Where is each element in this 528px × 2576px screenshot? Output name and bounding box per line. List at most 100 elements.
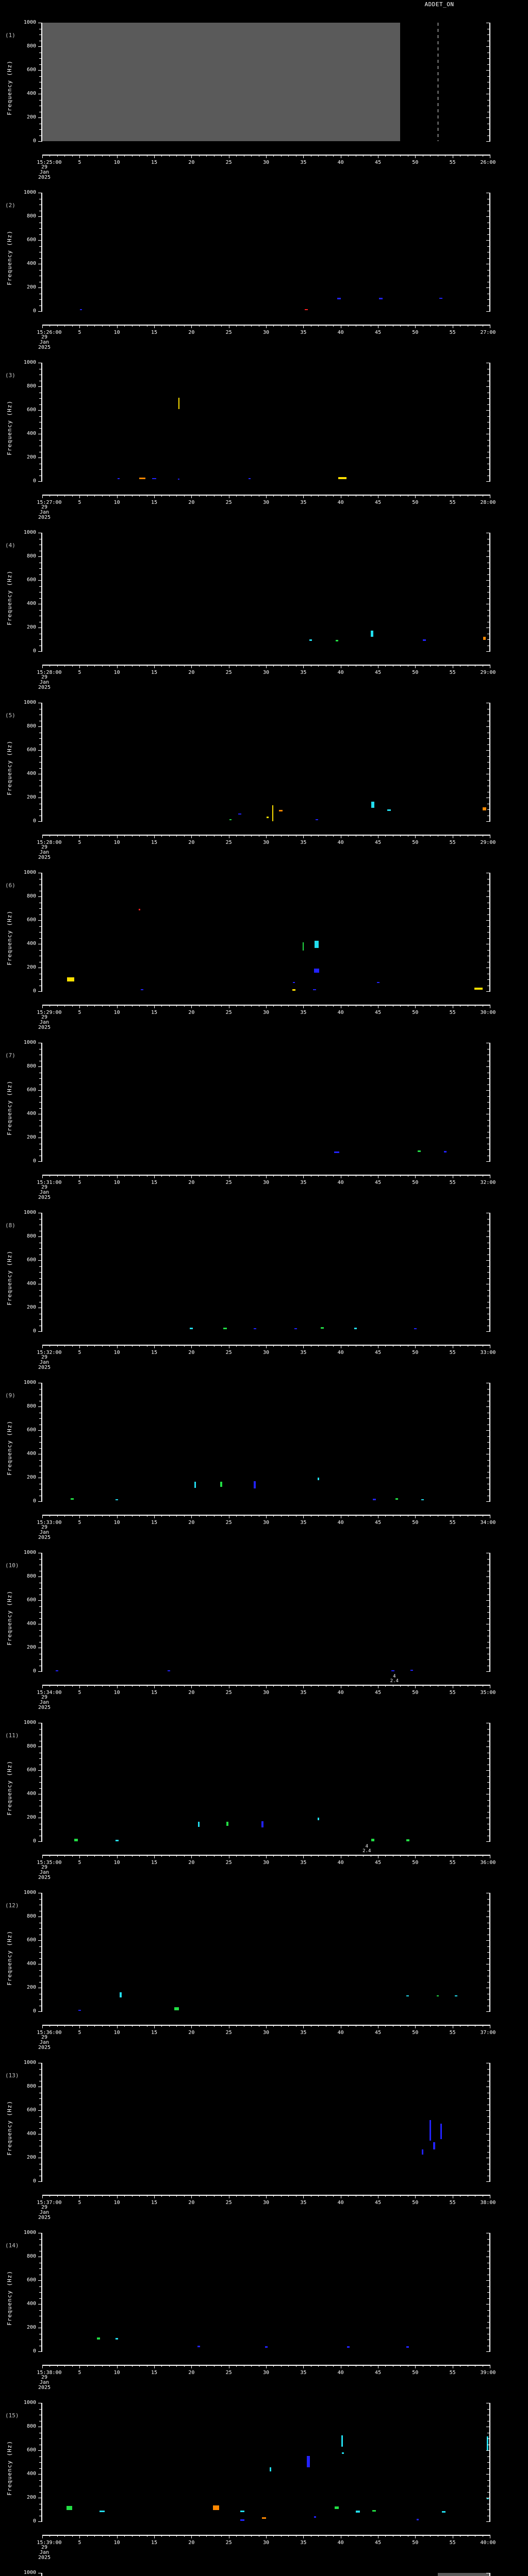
x-axis-tick-label: 10	[113, 1350, 120, 1355]
x-axis-tick	[117, 1345, 118, 1348]
plot-area[interactable]	[42, 533, 490, 651]
y-axis-label: Frequency (Hz)	[6, 2441, 13, 2496]
panel-index-label: (8)	[5, 1222, 15, 1229]
x-axis-date-line: 29	[41, 334, 48, 340]
y-axis-tick	[486, 287, 490, 288]
y-axis-tick	[486, 2351, 490, 2352]
x-axis-tick	[221, 2025, 222, 2027]
x-axis-tick	[102, 665, 103, 667]
y-axis-label: Frequency (Hz)	[6, 1760, 13, 1816]
x-axis-tick-label: 50	[412, 840, 419, 845]
x-axis-tick	[363, 325, 364, 327]
y-axis-tick	[487, 428, 490, 429]
x-axis-tick-label: 40	[337, 1520, 344, 1526]
x-axis-tick	[94, 155, 95, 157]
y-axis-tick	[38, 410, 42, 411]
plot-area[interactable]	[42, 1213, 490, 1331]
y-axis-tick	[39, 299, 42, 300]
x-axis-tick-label: 39:00	[480, 2370, 496, 2376]
detection-mark	[74, 1839, 78, 1841]
detection-mark	[229, 819, 232, 821]
plot-area[interactable]	[42, 23, 490, 141]
x-axis-tick	[303, 1005, 304, 1008]
plot-area[interactable]	[42, 193, 490, 311]
plot-area[interactable]	[42, 2063, 490, 2181]
x-axis-tick	[191, 2195, 192, 2198]
y-axis-tick	[486, 2521, 490, 2522]
plot-area[interactable]	[42, 873, 490, 991]
y-axis-tick	[487, 598, 490, 599]
y-axis-tick	[487, 2492, 490, 2493]
y-axis-tick	[39, 2298, 42, 2299]
plot-area[interactable]	[42, 363, 490, 481]
plot-area[interactable]	[42, 2233, 490, 2351]
y-axis-spine-left	[41, 2233, 42, 2352]
y-axis-tick-label: 600	[26, 1767, 36, 1773]
y-axis-tick	[39, 1800, 42, 1801]
x-axis-tick-label: 40	[337, 1180, 344, 1185]
y-axis-tick	[39, 1612, 42, 1613]
x-axis-tick-label: 35	[300, 670, 307, 675]
detection-mark	[238, 814, 242, 815]
y-axis-tick-label: 200	[26, 1475, 36, 1480]
x-axis-tick	[236, 1345, 237, 1347]
x-axis-tick	[154, 835, 155, 838]
spectrogram-panel: (8) Frequency (Hz) 0 200 400 600 800 1000 15:32:…	[0, 1201, 528, 1371]
x-axis-tick	[445, 155, 446, 157]
x-axis-tick	[42, 155, 43, 158]
x-axis-tick	[303, 1515, 304, 1518]
x-axis-tick-label: 30	[262, 1010, 270, 1015]
x-axis-tick-label: 55	[449, 670, 456, 675]
x-axis-tick-label: 50	[412, 1690, 419, 1696]
detection-mark	[338, 477, 346, 480]
plot-area[interactable]	[42, 1893, 490, 2011]
plot-area[interactable]	[42, 1723, 490, 1841]
x-axis-date-line: 2025	[38, 2385, 51, 2391]
x-axis-tick-label: 20	[188, 670, 195, 675]
y-axis-tick	[486, 726, 490, 727]
y-axis-tick-label: 200	[26, 2325, 36, 2330]
y-axis-tick	[39, 2292, 42, 2293]
x-axis-tick	[124, 1175, 125, 1177]
x-axis-tick	[124, 835, 125, 837]
x-axis-tick	[131, 495, 133, 497]
plot-area[interactable]	[42, 1553, 490, 1671]
x-axis-tick	[72, 1175, 73, 1177]
x-axis-tick	[385, 835, 386, 837]
plot-area[interactable]	[42, 1043, 490, 1161]
plot-area[interactable]	[42, 2403, 490, 2521]
y-axis-tick	[39, 2468, 42, 2469]
x-axis-tick	[415, 1515, 416, 1518]
x-axis-tick	[184, 2195, 185, 2197]
y-axis-tick-label: 800	[26, 1913, 36, 1919]
detection-mark	[254, 1481, 256, 1488]
y-axis-tick	[487, 2122, 490, 2123]
y-axis-tick	[487, 950, 490, 951]
y-axis-spine-left	[41, 1553, 42, 1672]
x-axis-tick	[117, 2025, 118, 2028]
y-axis-tick	[38, 1331, 42, 1332]
plot-area[interactable]	[42, 1383, 490, 1501]
y-axis-tick-label: 1000	[23, 20, 36, 25]
x-axis-tick	[199, 665, 200, 667]
x-axis-tick	[79, 2195, 80, 2198]
x-axis-tick	[385, 2535, 386, 2537]
plot-area[interactable]	[42, 703, 490, 821]
spectrogram-panel: (3) Frequency (Hz) 0 200 400 600 800 1000 15:27:…	[0, 351, 528, 521]
x-axis-tick	[87, 835, 88, 837]
y-axis-tick	[486, 2280, 490, 2281]
x-axis-tick	[154, 2025, 155, 2028]
x-axis-tick	[72, 1515, 73, 1517]
y-axis-tick-label: 400	[26, 1451, 36, 1456]
plot-area[interactable]	[42, 2573, 490, 2576]
x-axis-date-line: Jan	[39, 340, 50, 345]
y-axis-tick-label: 200	[26, 1645, 36, 1650]
x-axis-tick	[169, 2535, 170, 2537]
x-axis-tick	[72, 1685, 73, 1687]
x-axis-tick-label: 40	[337, 1690, 344, 1696]
x-axis-tick	[288, 2535, 289, 2537]
y-axis-tick	[38, 651, 42, 652]
y-axis-tick	[39, 1248, 42, 1249]
y-axis-tick-label: 400	[26, 91, 36, 96]
detection-mark	[335, 2506, 339, 2510]
